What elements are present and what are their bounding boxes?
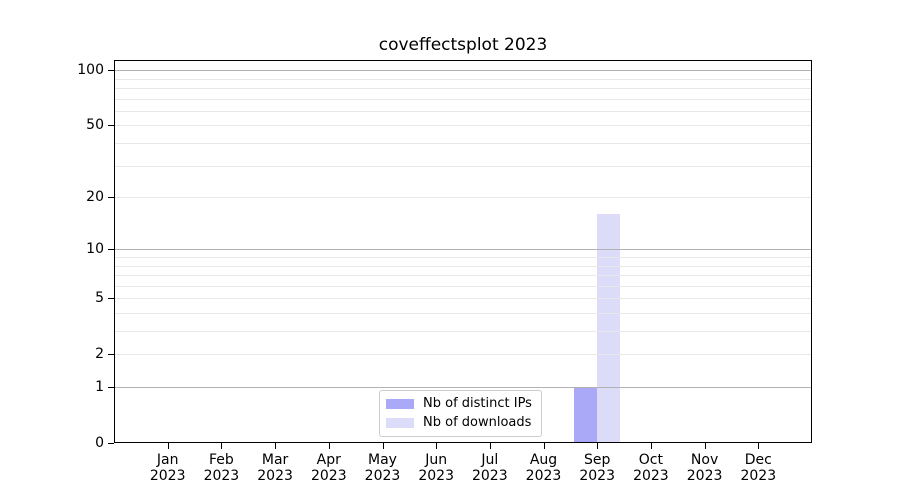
x-tick-label-dec: Dec 2023 <box>740 452 777 485</box>
gridline-minor-80 <box>114 88 812 89</box>
legend-swatch-nb-of-downloads <box>386 418 414 428</box>
x-tick-apr <box>328 443 330 449</box>
gridline-minor-4 <box>114 313 812 314</box>
y-tick-label-2: 2 <box>95 346 104 363</box>
y-tick-label-20: 20 <box>86 189 104 206</box>
x-tick-oct <box>650 443 652 449</box>
plot-area: 0 1 2 5 10 20 50 100 Jan 2023 Feb 2023 Mar 2023 Apr… <box>77 60 812 484</box>
gridline-minor-20 <box>114 197 812 199</box>
x-tick-label-nov: Nov 2023 <box>686 452 723 485</box>
chart-layers: 0 1 2 5 10 20 50 100 Jan 2023 Feb 2023 Mar 2023 Apr… <box>77 60 812 484</box>
gridline-minor-50 <box>114 125 812 127</box>
y-tick-label-10: 10 <box>86 241 104 258</box>
gridline-major-100 <box>114 70 812 72</box>
gridline-minor-8 <box>114 265 812 267</box>
bar-nb-of-downloads-sep <box>597 214 621 443</box>
gridline-minor-7 <box>114 275 812 276</box>
legend-label: Nb of downloads <box>423 415 532 430</box>
y-tick-1 <box>108 387 114 388</box>
gridline-minor-30 <box>114 165 812 167</box>
legend-label: Nb of distinct IPs <box>423 396 532 411</box>
gridline-minor-2 <box>114 354 812 356</box>
y-tick-100 <box>108 70 114 72</box>
legend-row: Nb of downloads <box>386 415 532 431</box>
x-tick-label-sep: Sep 2023 <box>579 452 615 485</box>
gridline-minor-40 <box>114 143 812 144</box>
x-tick-label-mar: Mar 2023 <box>257 452 293 485</box>
x-tick-label-jan: Jan 2023 <box>149 452 186 485</box>
x-tick-label-oct: Oct 2023 <box>633 452 669 485</box>
x-tick-label-jul: Jul 2023 <box>471 452 508 485</box>
x-tick-label-may: May 2023 <box>364 452 401 485</box>
x-tick-sep <box>597 443 599 449</box>
legend-swatch-nb-of-distinct-ips <box>386 399 414 409</box>
y-tick-label-0: 0 <box>95 435 104 451</box>
x-tick-feb <box>221 443 223 449</box>
x-tick-label-apr: Apr 2023 <box>310 452 347 485</box>
chart-title: coveffectsplot 2023 <box>378 35 548 55</box>
x-tick-label-aug: Aug 2023 <box>525 452 562 485</box>
x-tick-label-feb: Feb 2023 <box>203 452 240 485</box>
x-tick-dec <box>758 443 760 449</box>
x-tick-jan <box>167 443 169 449</box>
gridline-minor-6 <box>114 285 812 287</box>
y-tick-5 <box>108 298 114 300</box>
x-tick-label-jun: Jun 2023 <box>418 452 454 485</box>
y-tick-label-50: 50 <box>86 117 104 134</box>
y-tick-0 <box>108 443 114 444</box>
legend: Nb of distinct IPs Nb of downloads <box>379 390 542 437</box>
gridline-minor-70 <box>114 98 812 100</box>
x-tick-jul <box>489 443 491 449</box>
y-tick-20 <box>108 197 114 199</box>
y-tick-label-5: 5 <box>95 290 104 307</box>
x-tick-nov <box>704 443 706 449</box>
gridline-minor-9 <box>114 257 812 258</box>
y-tick-label-100: 100 <box>77 62 104 79</box>
gridline-minor-5 <box>114 298 812 300</box>
x-tick-may <box>382 443 384 449</box>
x-tick-mar <box>275 443 277 449</box>
gridline-minor-60 <box>114 110 812 112</box>
legend-row: Nb of distinct IPs <box>386 396 532 412</box>
gridline-minor-3 <box>114 331 812 332</box>
bar-nb-of-distinct-ips-sep <box>574 387 598 443</box>
x-tick-jun <box>436 443 438 449</box>
y-tick-50 <box>108 125 114 127</box>
gridline-major-1 <box>114 387 812 388</box>
y-tick-10 <box>108 249 114 251</box>
x-tick-aug <box>543 443 545 449</box>
gridline-minor-90 <box>114 78 812 80</box>
y-tick-2 <box>108 354 114 356</box>
gridline-major-10 <box>114 249 812 251</box>
y-tick-label-1: 1 <box>95 379 104 395</box>
